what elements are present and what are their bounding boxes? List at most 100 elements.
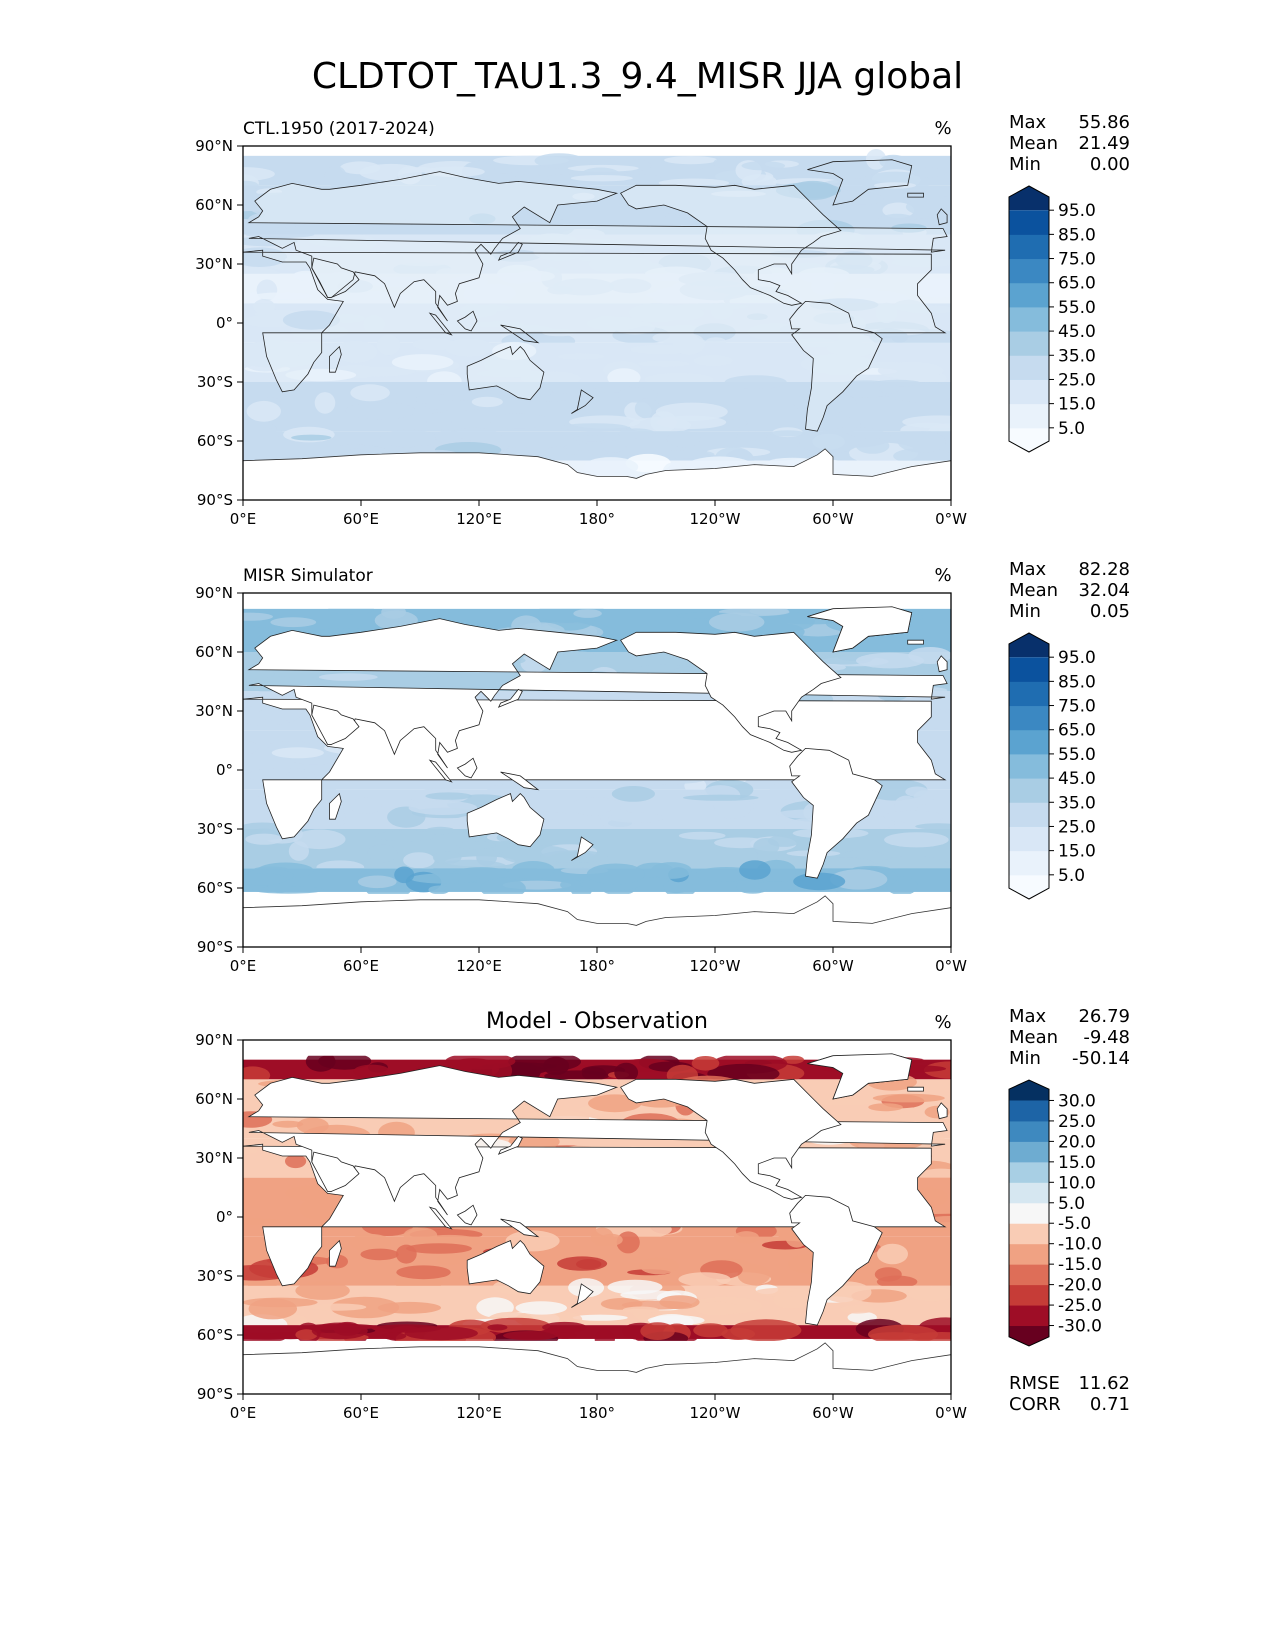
colorbar-segment bbox=[1009, 705, 1049, 731]
lon-tick-label: 60°W bbox=[812, 957, 854, 975]
colorbar-tick-label: 75.0 bbox=[1058, 697, 1096, 717]
colorbar-tick-label: 85.0 bbox=[1058, 225, 1096, 245]
lat-tick-label: 30°N bbox=[195, 255, 233, 273]
island-newguinea bbox=[500, 771, 540, 791]
lat-tick-label: 30°S bbox=[197, 1267, 233, 1285]
field-blob bbox=[490, 413, 550, 429]
field-blob bbox=[367, 844, 398, 863]
field-blob bbox=[334, 340, 378, 363]
island-newzealand bbox=[571, 1283, 594, 1308]
field-blob bbox=[293, 829, 346, 850]
field-blob bbox=[856, 438, 890, 454]
colorbar-segment bbox=[1009, 234, 1049, 260]
colorbar: 95.0 85.0 75.0 65.0 55.0 45.0 35.0 25.0 15.0 5.0 bbox=[1008, 632, 1096, 900]
lat-tick-label: 60°S bbox=[197, 432, 233, 450]
field-blob bbox=[872, 1093, 945, 1103]
lon-tick-label: 120°W bbox=[690, 1404, 741, 1422]
coastline-samerica bbox=[789, 300, 883, 432]
coastline-namerica bbox=[620, 184, 842, 306]
field-blob bbox=[272, 1120, 304, 1128]
field-blob bbox=[349, 797, 382, 814]
figure-title: CLDTOT_TAU1.3_9.4_MISR JJA global bbox=[311, 56, 964, 97]
stat-label-min: Min bbox=[1009, 154, 1041, 175]
field-blob bbox=[248, 1298, 297, 1320]
field-blob bbox=[246, 400, 281, 422]
field-blob bbox=[915, 823, 951, 830]
field-blob bbox=[893, 447, 951, 465]
field-blob bbox=[243, 1146, 258, 1155]
colorbar-segment bbox=[1009, 331, 1049, 356]
island-newguinea bbox=[500, 1218, 540, 1238]
field-blob bbox=[599, 1233, 623, 1246]
field-blob bbox=[877, 1243, 908, 1265]
field-blob bbox=[840, 1305, 875, 1314]
field-blob bbox=[905, 196, 951, 218]
field-blob bbox=[663, 879, 690, 894]
lat-tick-label: 90°S bbox=[197, 938, 233, 956]
island-madagascar bbox=[329, 1239, 342, 1267]
colorbar-tick-label: 30.0 bbox=[1058, 1091, 1096, 1111]
panel-title: MISR Simulator bbox=[243, 566, 373, 586]
colorbar-segment bbox=[1009, 1202, 1049, 1224]
field-blob bbox=[425, 826, 455, 835]
colorbar-segment bbox=[1009, 1182, 1049, 1204]
colorbar-segment bbox=[1009, 379, 1049, 405]
lon-tick-label: 180° bbox=[579, 957, 615, 975]
field-blob bbox=[243, 873, 288, 886]
field-blob bbox=[560, 423, 629, 432]
island-iceland bbox=[907, 192, 924, 198]
colorbar-over bbox=[1009, 633, 1049, 658]
stat-label-min: Min bbox=[1009, 601, 1041, 622]
colorbar-tick-label: 55.0 bbox=[1058, 745, 1096, 765]
colorbar-segment bbox=[1009, 753, 1049, 779]
field-blob bbox=[877, 361, 944, 380]
field-blob bbox=[285, 1154, 307, 1169]
field-blob bbox=[408, 800, 478, 815]
field-blob bbox=[271, 747, 324, 759]
field-blob bbox=[391, 354, 454, 371]
field-blob bbox=[782, 1055, 804, 1064]
colorbar-tick-label: 25.0 bbox=[1058, 817, 1096, 837]
field-blob bbox=[245, 231, 315, 238]
field-blob bbox=[311, 1322, 368, 1340]
stat-label-rmse: RMSE bbox=[1009, 1373, 1060, 1394]
island-madagascar bbox=[329, 345, 342, 373]
colorbar-outline bbox=[1008, 185, 1050, 453]
colorbar-segment bbox=[1009, 1264, 1049, 1286]
colorbar-segment bbox=[1009, 1223, 1049, 1245]
field-blob bbox=[879, 154, 907, 169]
colorbar-tick-label: 15.0 bbox=[1058, 395, 1096, 415]
field-blob bbox=[572, 1314, 628, 1321]
field-blob bbox=[428, 885, 450, 895]
island-sumatra bbox=[428, 1206, 453, 1230]
field-blob bbox=[884, 832, 949, 848]
coastline-arabia_fix bbox=[311, 704, 360, 745]
stat-label-mean: Mean bbox=[1009, 1027, 1058, 1048]
lon-tick-label: 180° bbox=[579, 510, 615, 528]
field-blob bbox=[836, 190, 865, 199]
colorbar-tick-label: 75.0 bbox=[1058, 250, 1096, 270]
island-borneo bbox=[456, 1204, 478, 1226]
colorbar-segment bbox=[1009, 306, 1049, 332]
panel-difference: Model - Observation % 90°N 60°N 30°N 0° 30°S 60… bbox=[195, 1006, 1130, 1422]
colorbar-tick-label: -25.0 bbox=[1058, 1296, 1102, 1316]
field-blob bbox=[694, 1301, 741, 1316]
colorbar-tick-label: -20.0 bbox=[1058, 1276, 1102, 1296]
island-japan bbox=[497, 688, 523, 708]
colorbar-segment bbox=[1009, 258, 1049, 284]
colorbar-under bbox=[1009, 874, 1049, 899]
field-blob bbox=[659, 1295, 700, 1310]
field-blob bbox=[691, 1056, 720, 1071]
colorbar-segment bbox=[1009, 1305, 1049, 1327]
field-blob bbox=[873, 182, 917, 189]
colorbar-tick-label: 95.0 bbox=[1058, 648, 1096, 668]
field-blob bbox=[793, 872, 846, 891]
coastline-samerica bbox=[789, 747, 883, 879]
field-blob bbox=[243, 180, 259, 191]
land-tint bbox=[311, 258, 359, 298]
field-blob bbox=[769, 430, 806, 437]
colorbar-tick-label: 25.0 bbox=[1058, 1112, 1096, 1132]
stat-value-corr: 0.71 bbox=[1090, 1394, 1130, 1415]
island-newzealand bbox=[571, 836, 594, 861]
lat-tick-label: 0° bbox=[216, 761, 233, 779]
